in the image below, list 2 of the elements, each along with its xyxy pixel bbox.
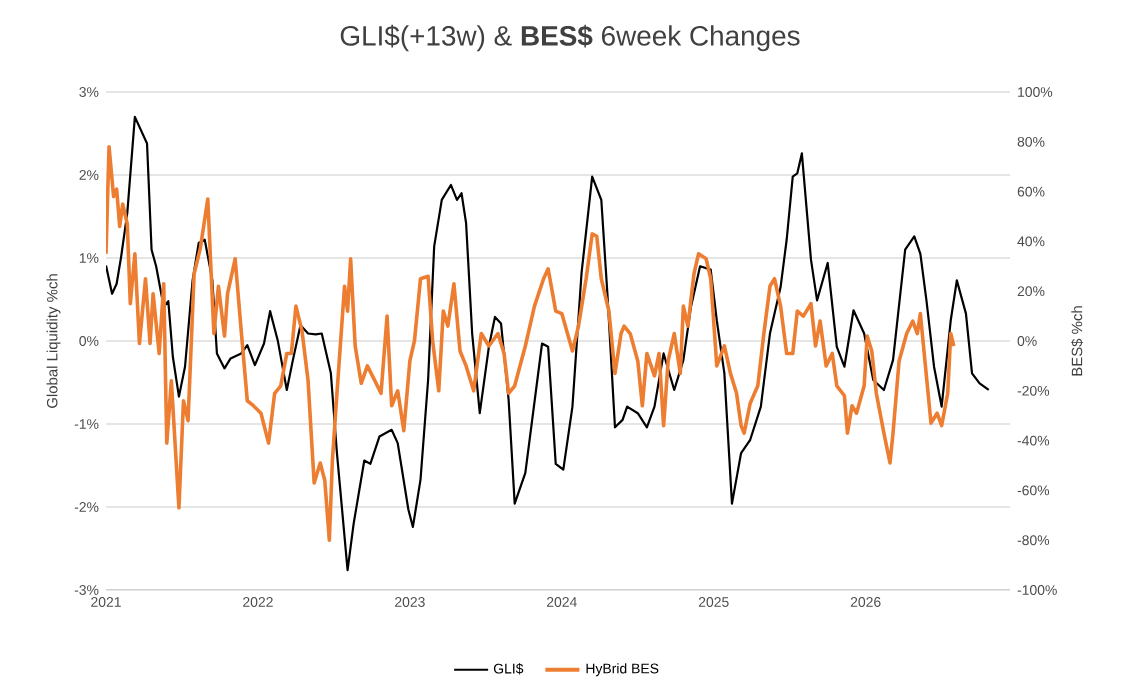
line-series — [106, 144, 956, 542]
chart-title: GLI$(+13w) & BES$ 6week Changes — [340, 24, 800, 52]
